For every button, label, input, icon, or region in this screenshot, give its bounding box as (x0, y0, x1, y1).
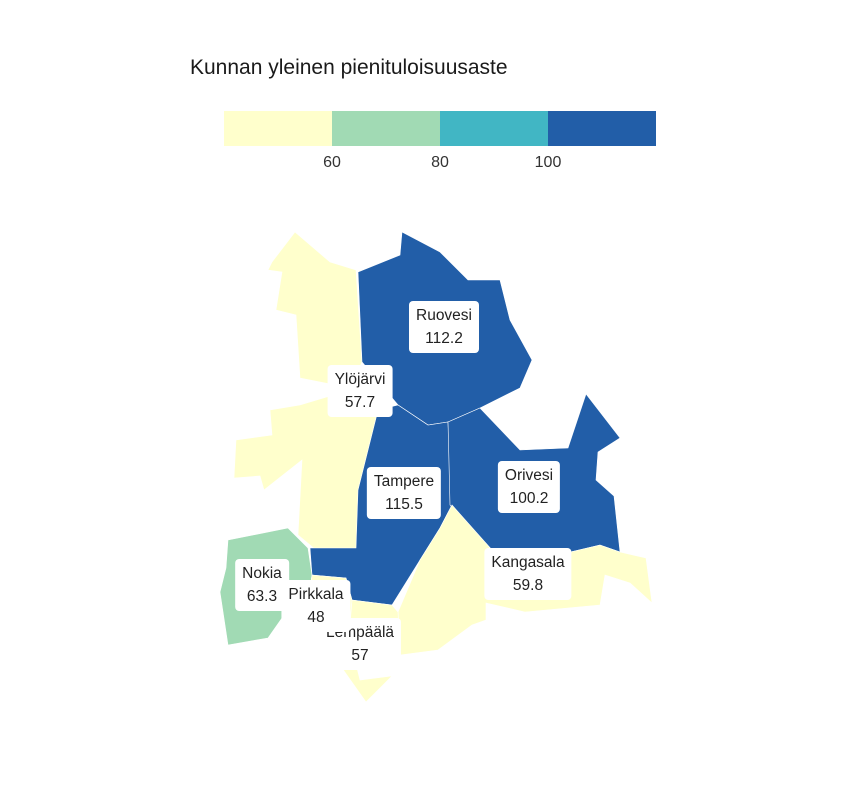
label-pirkkala: Pirkkala 48 (281, 580, 351, 632)
label-kangasala-value: 59.8 (512, 577, 544, 594)
label-ylojarvi-value: 57.7 (344, 394, 376, 411)
label-ylojarvi: Ylöjärvi 57.7 (327, 365, 393, 417)
label-tampere: Tampere 115.5 (366, 467, 442, 519)
label-kangasala: Kangasala 59.8 (484, 548, 572, 600)
legend-swatch-3 (440, 111, 548, 146)
legend-tick-60: 60 (323, 154, 341, 171)
label-ylojarvi-name: Ylöjärvi (334, 371, 386, 388)
legend-tick-100: 100 (534, 154, 562, 171)
label-ruovesi-name: Ruovesi (416, 307, 472, 324)
label-kangasala-name: Kangasala (491, 554, 565, 571)
legend-swatch-4 (548, 111, 656, 146)
label-lempaala: Lempäälä 57 (318, 618, 402, 670)
label-lempaala-value: 57 (351, 647, 369, 664)
map-title: Kunnan yleinen pienituloisuusaste (190, 56, 508, 79)
label-orivesi-name: Orivesi (504, 467, 554, 484)
label-tampere-value: 115.5 (385, 496, 423, 513)
legend-swatch-1 (224, 111, 332, 146)
legend-swatch-2 (332, 111, 440, 146)
label-orivesi: Orivesi 100.2 (497, 461, 561, 513)
label-ruovesi: Ruovesi 112.2 (409, 301, 479, 353)
label-nokia-value: 63.3 (246, 588, 278, 605)
label-nokia-name: Nokia (242, 565, 282, 582)
label-nokia: Nokia 63.3 (235, 559, 289, 611)
legend-tick-80: 80 (431, 154, 449, 171)
legend-color-bar (224, 111, 656, 146)
label-tampere-name: Tampere (373, 473, 435, 490)
label-pirkkala-value: 48 (307, 609, 325, 626)
label-pirkkala-name: Pirkkala (288, 586, 344, 603)
label-ruovesi-value: 112.2 (425, 330, 463, 347)
label-orivesi-value: 100.2 (509, 490, 549, 507)
